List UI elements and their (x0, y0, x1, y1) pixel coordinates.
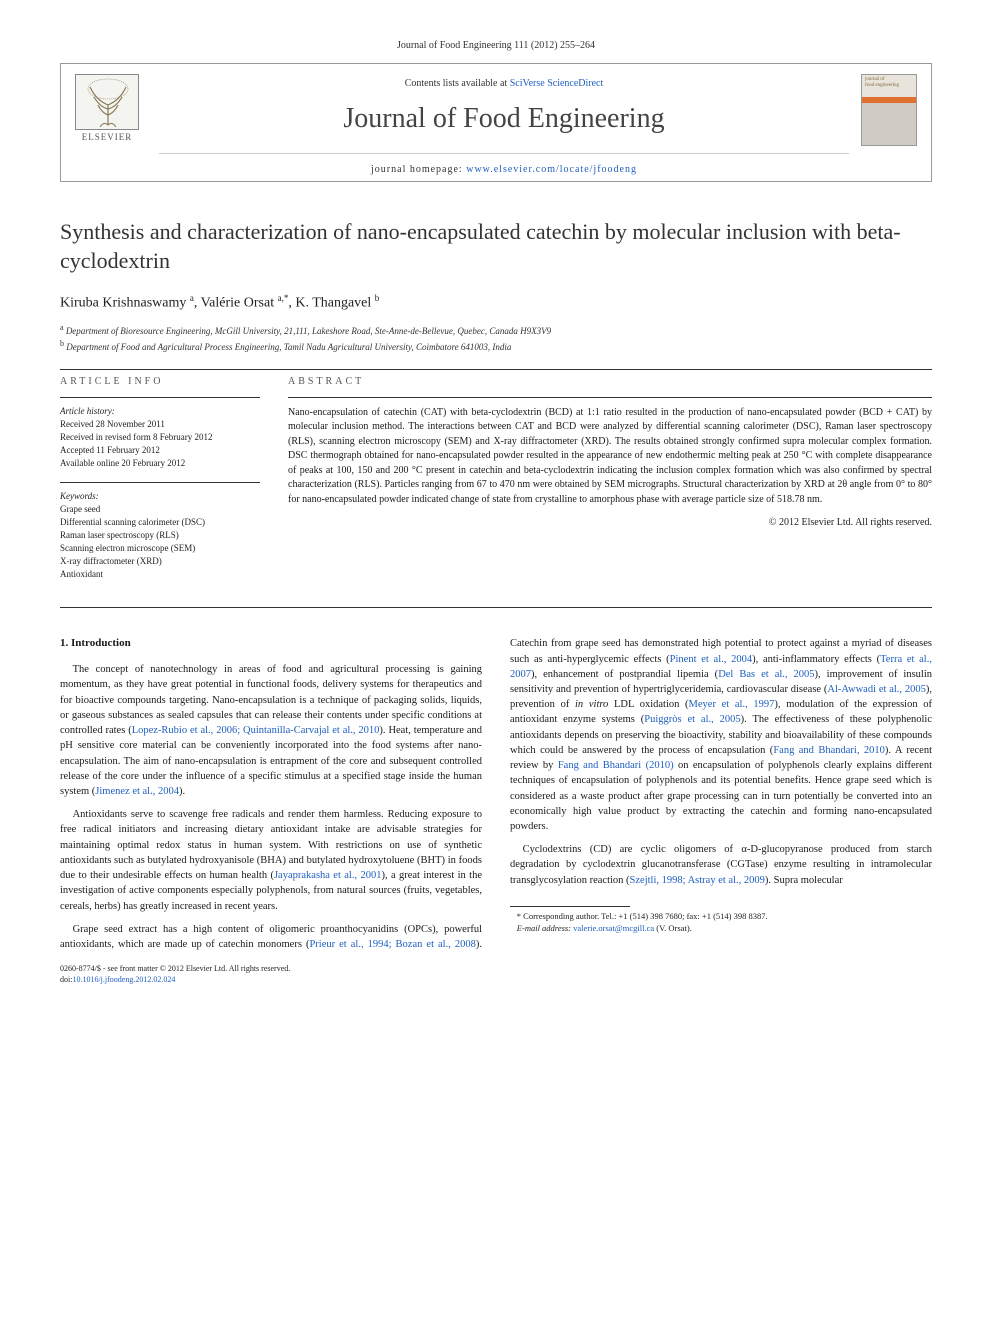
abstract-rule (288, 397, 932, 398)
elsevier-logo: ELSEVIER (75, 74, 139, 146)
email-person: (V. Orsat). (656, 923, 692, 933)
keyword-line: Grape seed (60, 503, 260, 516)
body-paragraph: Antioxidants serve to scavenge free radi… (60, 807, 482, 914)
keyword-line: Antioxidant (60, 568, 260, 581)
keyword-line: Raman laser spectroscopy (RLS) (60, 529, 260, 542)
journal-homepage-line: journal homepage: www.elsevier.com/locat… (159, 164, 849, 175)
affiliation-line: a Department of Bioresource Engineering,… (60, 322, 932, 339)
keywords-label: Keywords: (60, 491, 260, 501)
footnote-block: * Corresponding author. Tel.: +1 (514) 3… (510, 906, 932, 935)
affiliations: a Department of Bioresource Engineering,… (60, 322, 932, 355)
history-line: Received in revised form 8 February 2012 (60, 431, 260, 444)
front-matter-line: 0260-8774/$ - see front matter © 2012 El… (60, 964, 932, 975)
page-footer: 0260-8774/$ - see front matter © 2012 El… (60, 964, 932, 986)
doi-label: doi: (60, 975, 72, 984)
horizontal-rule (60, 607, 932, 608)
email-link[interactable]: valerie.orsat@mcgill.ca (573, 923, 654, 933)
homepage-link[interactable]: www.elsevier.com/locate/jfoodeng (466, 164, 637, 175)
journal-header-box: ELSEVIER Contents lists available at Sci… (60, 63, 932, 182)
corresponding-author-footnote: * Corresponding author. Tel.: +1 (514) 3… (510, 911, 932, 923)
doi-link[interactable]: 10.1016/j.jfoodeng.2012.02.024 (72, 975, 175, 984)
footnote-rule (510, 906, 630, 907)
history-line: Received 28 November 2011 (60, 418, 260, 431)
elsevier-wordmark: ELSEVIER (75, 132, 139, 142)
contents-list-line: Contents lists available at SciVerse Sci… (159, 78, 849, 89)
body-paragraph: Cyclodextrins (CD) are cyclic oligomers … (510, 842, 932, 888)
keyword-line: X-ray diffractometer (XRD) (60, 555, 260, 568)
homepage-prefix: journal homepage: (371, 164, 466, 175)
elsevier-tree-icon (75, 74, 139, 130)
contents-prefix: Contents lists available at (405, 78, 510, 89)
copyright-line: © 2012 Elsevier Ltd. All rights reserved… (288, 517, 932, 528)
history-line: Available online 20 February 2012 (60, 457, 260, 470)
abstract-column: ABSTRACT Nano-encapsulation of catechin … (288, 376, 932, 593)
article-info-label: ARTICLE INFO (60, 376, 260, 387)
affiliation-line: b Department of Food and Agricultural Pr… (60, 338, 932, 355)
abstract-text: Nano-encapsulation of catechin (CAT) wit… (288, 406, 932, 508)
article-history-label: Article history: (60, 406, 260, 416)
body-paragraph: The concept of nanotechnology in areas o… (60, 662, 482, 799)
article-info-column: ARTICLE INFO Article history: Received 2… (60, 376, 260, 593)
cover-label-bottom: food engineering (865, 83, 913, 89)
author-list: Kiruba Krishnaswamy a, Valérie Orsat a,*… (60, 293, 932, 312)
email-label: E-mail address: (517, 923, 571, 933)
history-line: Accepted 11 February 2012 (60, 444, 260, 457)
article-title: Synthesis and characterization of nano-e… (60, 218, 932, 275)
email-footnote: E-mail address: valerie.orsat@mcgill.ca … (510, 923, 932, 935)
journal-cover-thumbnail: journal of food engineering (861, 74, 917, 146)
section-heading-introduction: 1. Introduction (60, 636, 482, 652)
keyword-line: Scanning electron microscope (SEM) (60, 542, 260, 555)
abstract-label: ABSTRACT (288, 376, 932, 387)
journal-reference: Journal of Food Engineering 111 (2012) 2… (60, 40, 932, 51)
sciencedirect-link[interactable]: SciVerse ScienceDirect (510, 78, 604, 89)
journal-name: Journal of Food Engineering (159, 103, 849, 135)
info-rule (60, 397, 260, 398)
horizontal-rule (60, 369, 932, 370)
body-two-column: 1. Introduction The concept of nanotechn… (60, 636, 932, 952)
info-rule (60, 482, 260, 483)
keyword-line: Differential scanning calorimeter (DSC) (60, 516, 260, 529)
